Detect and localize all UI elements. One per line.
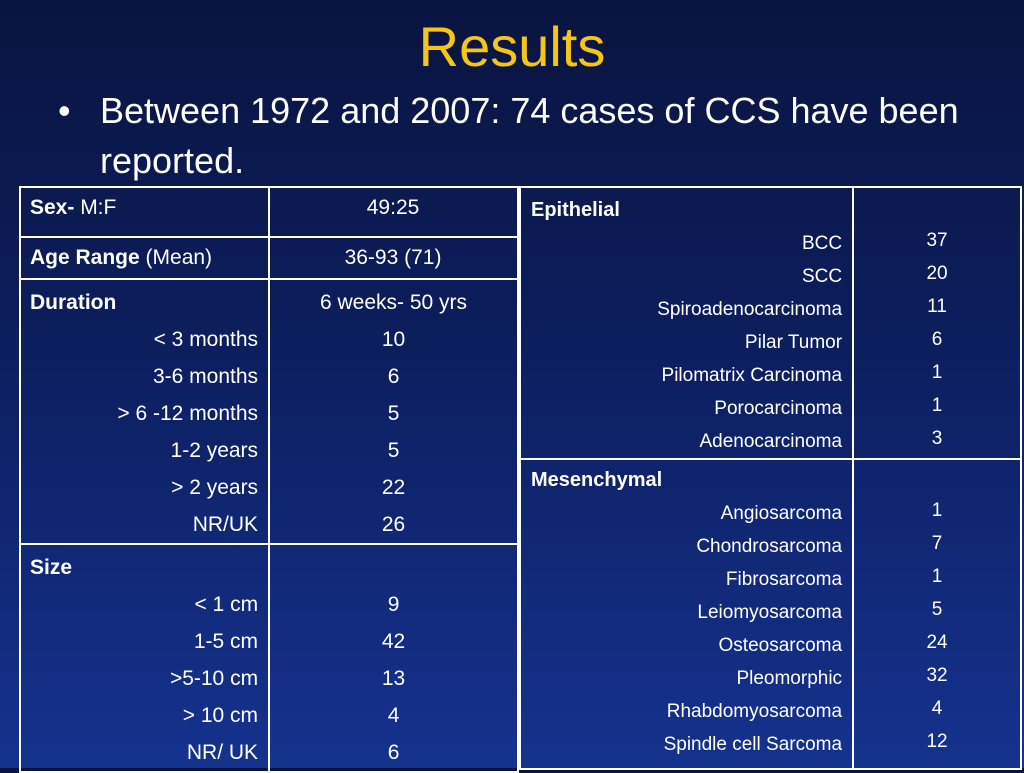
epithelial-row-value: 3 (931, 428, 943, 449)
mesenchymal-row-label: Leiomyosarcoma (697, 602, 843, 623)
duration-row-value: 5 (387, 402, 400, 425)
size-row-value: 13 (381, 667, 406, 690)
size-row-label: 1-5 cm (193, 630, 259, 653)
table-row: Epithelial BCC SCC Spiroadenocarcinoma P… (518, 186, 1022, 460)
size-row-value: 6 (387, 741, 400, 764)
duration-row-value: 5 (387, 439, 400, 462)
size-label-cell: Size < 1 cm 1-5 cm >5-10 cm > 10 cm NR/ … (18, 543, 271, 773)
sex-label-cell: Sex- M:F (18, 186, 271, 238)
epithelial-row-value: 6 (931, 329, 943, 350)
age-label-bold: Age Range (30, 246, 140, 269)
table-row: Duration < 3 months 3-6 months > 6 -12 m… (18, 278, 519, 545)
duration-row-label: 1-2 years (170, 439, 259, 462)
duration-row-label: > 6 -12 months (117, 402, 259, 425)
mesenchymal-row-label: Chondrosarcoma (696, 536, 843, 557)
duration-row-value: 6 (387, 365, 400, 388)
duration-row-label: > 2 years (171, 476, 259, 499)
mesenchymal-row-label: Osteosarcoma (718, 635, 843, 656)
size-row-value: 9 (387, 593, 400, 616)
mesenchymal-row-label: Rhabdomyosarcoma (666, 701, 843, 722)
epithelial-row-label: SCC (801, 266, 843, 287)
demographics-table: Sex- M:F 49:25 Age Range (Mean) 36-93 (7… (18, 186, 519, 773)
age-label-cell: Age Range (Mean) (18, 236, 271, 280)
epithelial-row-label: Pilomatrix Carcinoma (661, 365, 843, 386)
age-value-cell: 36-93 (71) (268, 236, 519, 280)
mesenchymal-row-label: Pleomorphic (736, 668, 843, 689)
duration-row-label: NR/UK (192, 513, 259, 536)
duration-range-value: 6 weeks- 50 yrs (320, 291, 468, 314)
table-row: Age Range (Mean) 36-93 (71) (18, 236, 519, 280)
size-value-cell: 9 42 13 4 6 (268, 543, 519, 773)
sex-value-cell: 49:25 (268, 186, 519, 238)
table-row: Size < 1 cm 1-5 cm >5-10 cm > 10 cm NR/ … (18, 543, 519, 773)
size-row-label: > 10 cm (182, 704, 259, 727)
mesenchymal-label-cell: Mesenchymal Angiosarcoma Chondrosarcoma … (518, 458, 855, 770)
duration-row-value: 10 (381, 328, 406, 351)
mesenchymal-row-label: Spindle cell Sarcoma (663, 734, 843, 755)
sex-label-rest: M:F (74, 196, 117, 219)
sex-value: 49:25 (366, 196, 420, 219)
duration-heading: Duration (30, 291, 117, 314)
duration-row-label: < 3 months (153, 328, 259, 351)
mesenchymal-value-cell: 1 7 1 5 24 32 4 12 (852, 458, 1022, 770)
epithelial-row-label: Porocarcinoma (714, 398, 843, 419)
size-row-label: < 1 cm (194, 593, 259, 616)
mesenchymal-row-label: Fibrosarcoma (725, 569, 843, 590)
epithelial-row-label: Spiroadenocarcinoma (657, 299, 843, 320)
duration-row-value: 22 (381, 476, 406, 499)
duration-row-value: 26 (381, 513, 406, 536)
bullet-text: Between 1972 and 2007: 74 cases of CCS h… (100, 90, 959, 181)
epithelial-row-value: 1 (931, 362, 943, 383)
size-row-value: 42 (381, 630, 406, 653)
size-row-label: >5-10 cm (169, 667, 259, 690)
bullet-mark: • (58, 90, 71, 131)
mesenchymal-row-value: 7 (931, 533, 943, 554)
table-row: Mesenchymal Angiosarcoma Chondrosarcoma … (518, 458, 1022, 770)
mesenchymal-row-value: 5 (931, 599, 943, 620)
mesenchymal-heading: Mesenchymal (531, 469, 663, 491)
epithelial-heading: Epithelial (531, 199, 620, 221)
epithelial-row-label: Adenocarcinoma (699, 431, 843, 452)
size-heading: Size (30, 556, 73, 579)
epithelial-row-value: 1 (931, 395, 943, 416)
bullet-point: • Between 1972 and 2007: 74 cases of CCS… (58, 86, 988, 186)
epithelial-row-value: 20 (926, 263, 948, 284)
mesenchymal-row-value: 32 (926, 665, 948, 686)
mesenchymal-row-value: 24 (926, 632, 948, 653)
age-label-rest: (Mean) (139, 246, 213, 269)
epithelial-value-cell: 37 20 11 6 1 1 3 (852, 186, 1022, 460)
mesenchymal-row-label: Angiosarcoma (720, 503, 843, 524)
epithelial-row-label: BCC (801, 233, 843, 254)
duration-label-cell: Duration < 3 months 3-6 months > 6 -12 m… (18, 278, 271, 545)
age-value: 36-93 (71) (344, 246, 442, 269)
table-row: Sex- M:F 49:25 (18, 186, 519, 238)
epithelial-row-value: 37 (926, 230, 948, 251)
epithelial-row-label: Pilar Tumor (744, 332, 843, 353)
size-row-label: NR/ UK (186, 741, 259, 764)
size-row-value: 4 (387, 704, 400, 727)
mesenchymal-row-value: 12 (926, 731, 948, 752)
mesenchymal-row-value: 1 (931, 500, 943, 521)
slide-title: Results (418, 15, 606, 78)
sex-label-bold: Sex- (30, 196, 75, 219)
epithelial-row-value: 11 (927, 296, 947, 317)
mesenchymal-row-value: 1 (931, 566, 943, 587)
duration-row-label: 3-6 months (153, 365, 259, 388)
histology-table: Epithelial BCC SCC Spiroadenocarcinoma P… (518, 186, 1022, 770)
mesenchymal-row-value: 4 (931, 698, 943, 719)
epithelial-label-cell: Epithelial BCC SCC Spiroadenocarcinoma P… (518, 186, 855, 460)
duration-value-cell: 6 weeks- 50 yrs 10 6 5 5 22 26 (268, 278, 519, 545)
